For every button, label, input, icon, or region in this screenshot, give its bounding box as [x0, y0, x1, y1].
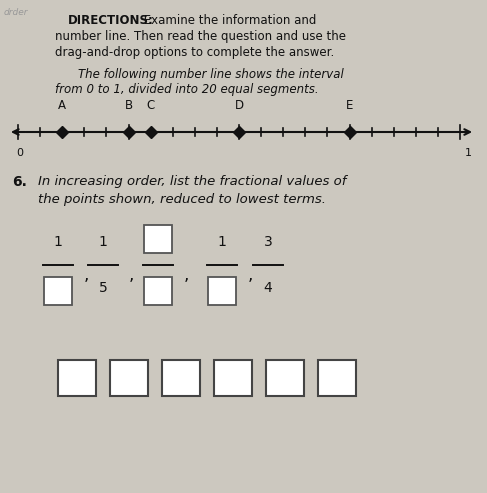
Text: 5: 5	[99, 281, 107, 295]
Text: 4: 4	[176, 371, 186, 386]
Text: 3: 3	[124, 371, 134, 386]
Text: D: D	[234, 99, 244, 112]
Text: The following number line shows the interval: The following number line shows the inte…	[78, 68, 344, 81]
Text: number line. Then read the question and use the: number line. Then read the question and …	[55, 30, 346, 43]
Text: 5: 5	[228, 371, 238, 386]
Text: Examine the information and: Examine the information and	[140, 14, 317, 27]
Bar	[208, 277, 236, 305]
Bar	[58, 360, 96, 396]
Text: drag-and-drop options to complete the answer.: drag-and-drop options to complete the an…	[55, 46, 334, 59]
Text: B: B	[125, 99, 132, 112]
Text: ,: ,	[83, 266, 89, 284]
Text: 3: 3	[263, 235, 272, 249]
Text: 1: 1	[218, 235, 226, 249]
Text: DIRECTIONS:: DIRECTIONS:	[68, 14, 154, 27]
Text: 6.: 6.	[12, 175, 27, 189]
Bar	[144, 277, 172, 305]
Text: C: C	[147, 99, 155, 112]
Bar	[162, 360, 200, 396]
Text: 4: 4	[263, 281, 272, 295]
Bar	[266, 360, 304, 396]
Text: 10: 10	[275, 371, 295, 386]
Text: ,: ,	[183, 266, 188, 284]
Text: the points shown, reduced to lowest terms.: the points shown, reduced to lowest term…	[38, 193, 326, 206]
Text: 1: 1	[98, 235, 108, 249]
Bar	[318, 360, 356, 396]
Text: 1: 1	[54, 235, 62, 249]
Bar	[144, 225, 172, 253]
Text: ,: ,	[247, 266, 253, 284]
Bar	[110, 360, 148, 396]
Text: E: E	[346, 99, 353, 112]
Text: drder: drder	[4, 8, 29, 17]
Text: from 0 to 1, divided into 20 equal segments.: from 0 to 1, divided into 20 equal segme…	[55, 83, 318, 96]
Text: A: A	[58, 99, 66, 112]
Text: In increasing order, list the fractional values of: In increasing order, list the fractional…	[38, 175, 346, 188]
Bar	[44, 277, 72, 305]
Text: 1: 1	[465, 148, 472, 158]
Text: 2: 2	[72, 371, 82, 386]
Bar	[214, 360, 252, 396]
Text: ,: ,	[128, 266, 134, 284]
Text: 0: 0	[16, 148, 23, 158]
Text: 20: 20	[327, 371, 347, 386]
